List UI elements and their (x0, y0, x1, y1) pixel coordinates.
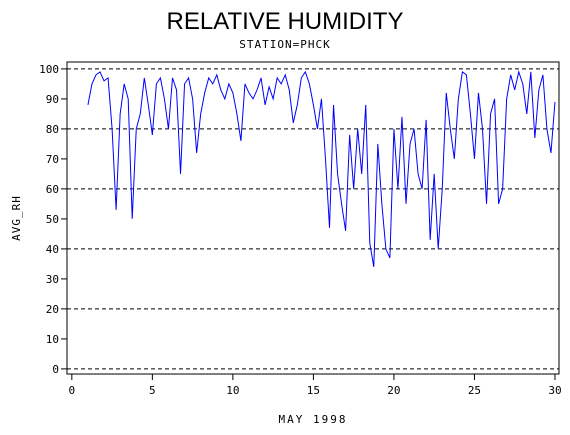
x-tick-label: 30 (548, 384, 561, 397)
x-tick-label: 15 (307, 384, 320, 397)
y-tick-label: 60 (46, 183, 59, 196)
x-tick-label: 10 (226, 384, 239, 397)
x-tick-label: 20 (387, 384, 400, 397)
y-tick-label: 90 (46, 93, 59, 106)
chart-title: RELATIVE HUMIDITY (167, 8, 404, 35)
y-tick-label: 20 (46, 303, 59, 316)
chart-subtitle: STATION=PHCK (239, 38, 330, 51)
y-tick-label: 50 (46, 213, 59, 226)
y-tick-label: 40 (46, 243, 59, 256)
y-tick-label: 80 (46, 123, 59, 136)
x-tick-label: 5 (149, 384, 156, 397)
x-tick-label: 25 (468, 384, 481, 397)
y-axis-label: AVG_RH (10, 195, 23, 241)
y-tick-label: 70 (46, 153, 59, 166)
y-tick-label: 0 (52, 363, 59, 376)
x-tick-label: 0 (69, 384, 76, 397)
data-line (87, 70, 556, 267)
y-tick-label: 10 (46, 333, 59, 346)
y-tick-label: 30 (46, 273, 59, 286)
y-tick-label: 100 (39, 63, 59, 76)
x-axis-label: MAY 1998 (279, 413, 348, 426)
